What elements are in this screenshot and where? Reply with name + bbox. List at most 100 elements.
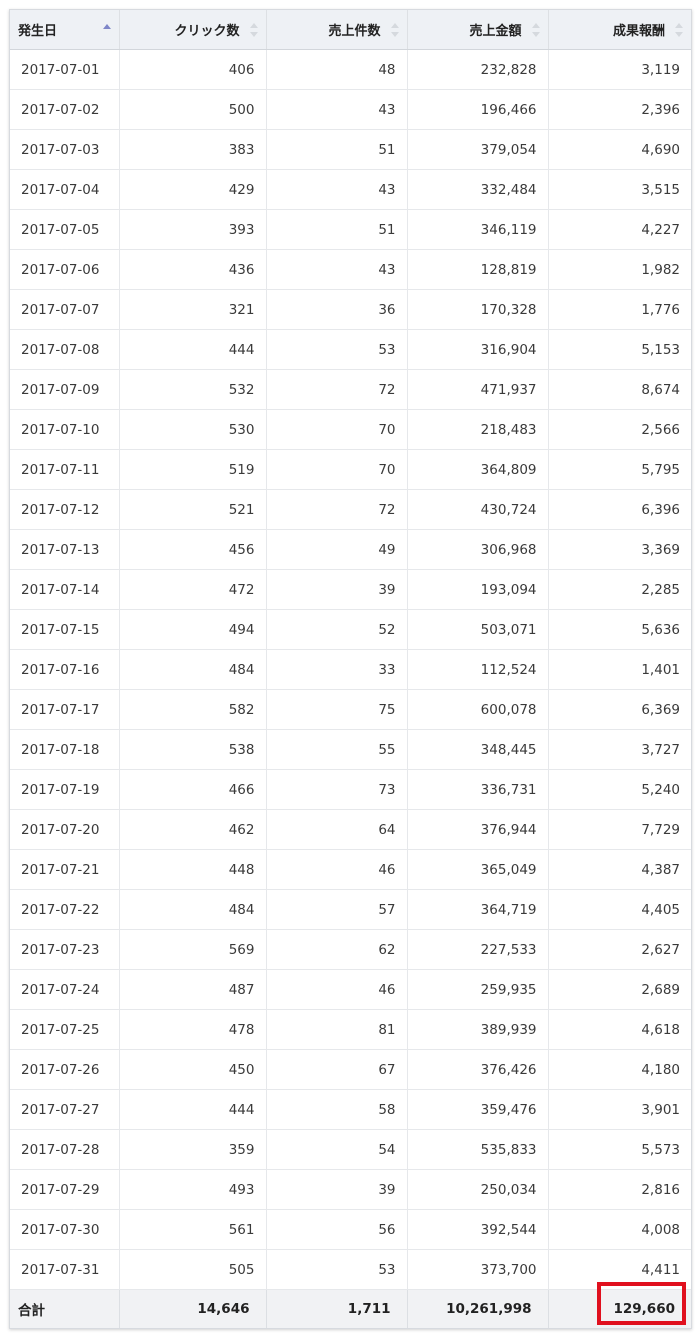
cell-date: 2017-07-26 xyxy=(10,1049,120,1090)
cell-clicks: 321 xyxy=(119,289,267,330)
table-row: 2017-07-30 561 56 392,544 4,008 xyxy=(10,1209,691,1250)
cell-clicks: 444 xyxy=(119,1089,267,1130)
cell-sales-amount: 128,819 xyxy=(407,249,549,290)
cell-date: 2017-07-17 xyxy=(10,689,120,730)
cell-sales-amount: 503,071 xyxy=(407,609,549,650)
cell-clicks: 456 xyxy=(119,529,267,570)
column-header-clicks[interactable]: クリック数 xyxy=(119,10,267,50)
cell-clicks: 493 xyxy=(119,1169,267,1210)
cell-clicks: 462 xyxy=(119,809,267,850)
cell-sales-count: 51 xyxy=(266,209,408,250)
cell-sales-amount: 600,078 xyxy=(407,689,549,730)
cell-reward: 3,727 xyxy=(548,729,691,770)
sort-icon xyxy=(249,22,258,37)
table-body: 2017-07-01 406 48 232,828 3,119 2017-07-02 500… xyxy=(10,49,691,1290)
cell-date: 2017-07-22 xyxy=(10,889,120,930)
column-header-label: クリック数 xyxy=(174,24,240,39)
cell-sales-amount: 364,809 xyxy=(407,449,549,490)
table-row: 2017-07-14 472 39 193,094 2,285 xyxy=(10,569,691,610)
cell-sales-count: 39 xyxy=(266,569,408,610)
cell-clicks: 383 xyxy=(119,129,267,170)
column-header-reward[interactable]: 成果報酬 xyxy=(548,10,691,50)
table-row: 2017-07-28 359 54 535,833 5,573 xyxy=(10,1129,691,1170)
cell-reward: 5,636 xyxy=(548,609,691,650)
cell-sales-count: 51 xyxy=(266,129,408,170)
header-row: 発生日 クリック数 売上件数 売上金額 成果報酬 xyxy=(10,10,691,50)
table-row: 2017-07-26 450 67 376,426 4,180 xyxy=(10,1049,691,1090)
cell-sales-amount: 232,828 xyxy=(407,49,549,90)
column-header-date[interactable]: 発生日 xyxy=(10,10,120,50)
cell-clicks: 466 xyxy=(119,769,267,810)
cell-sales-amount: 471,937 xyxy=(407,369,549,410)
table-row: 2017-07-07 321 36 170,328 1,776 xyxy=(10,289,691,330)
cell-sales-amount: 373,700 xyxy=(407,1249,549,1290)
sort-icon xyxy=(675,22,683,37)
cell-sales-amount: 316,904 xyxy=(407,329,549,370)
cell-date: 2017-07-30 xyxy=(10,1209,120,1250)
cell-reward: 7,729 xyxy=(548,809,691,850)
table-row: 2017-07-08 444 53 316,904 5,153 xyxy=(10,329,691,370)
table-row: 2017-07-16 484 33 112,524 1,401 xyxy=(10,649,691,690)
cell-sales-count: 53 xyxy=(266,329,408,370)
table-row: 2017-07-04 429 43 332,484 3,515 xyxy=(10,169,691,210)
cell-sales-amount: 259,935 xyxy=(407,969,549,1010)
cell-sales-count: 49 xyxy=(266,529,408,570)
cell-sales-count: 46 xyxy=(266,969,408,1010)
column-header-sales-amount[interactable]: 売上金額 xyxy=(407,10,549,50)
cell-sales-count: 64 xyxy=(266,809,408,850)
cell-sales-amount: 346,119 xyxy=(407,209,549,250)
cell-sales-count: 48 xyxy=(266,49,408,90)
cell-reward: 6,396 xyxy=(548,489,691,530)
table-row: 2017-07-11 519 70 364,809 5,795 xyxy=(10,449,691,490)
cell-sales-count: 55 xyxy=(266,729,408,770)
cell-reward: 5,240 xyxy=(548,769,691,810)
cell-date: 2017-07-29 xyxy=(10,1169,120,1210)
cell-date: 2017-07-06 xyxy=(10,249,120,290)
table-row: 2017-07-19 466 73 336,731 5,240 xyxy=(10,769,691,810)
table-row: 2017-07-17 582 75 600,078 6,369 xyxy=(10,689,691,730)
cell-sales-amount: 112,524 xyxy=(407,649,549,690)
cell-sales-amount: 227,533 xyxy=(407,929,549,970)
table-row: 2017-07-24 487 46 259,935 2,689 xyxy=(10,969,691,1010)
table-row: 2017-07-25 478 81 389,939 4,618 xyxy=(10,1009,691,1050)
cell-sales-count: 56 xyxy=(266,1209,408,1250)
cell-date: 2017-07-21 xyxy=(10,849,120,890)
cell-sales-count: 39 xyxy=(266,1169,408,1210)
table-row: 2017-07-12 521 72 430,724 6,396 xyxy=(10,489,691,530)
column-header-sales-count[interactable]: 売上件数 xyxy=(266,10,408,50)
cell-reward: 8,674 xyxy=(548,369,691,410)
table-row: 2017-07-06 436 43 128,819 1,982 xyxy=(10,249,691,290)
cell-reward: 3,515 xyxy=(548,169,691,210)
cell-reward: 2,396 xyxy=(548,89,691,130)
cell-sales-count: 58 xyxy=(266,1089,408,1130)
cell-sales-amount: 218,483 xyxy=(407,409,549,450)
cell-reward: 4,387 xyxy=(548,849,691,890)
cell-reward: 2,689 xyxy=(548,969,691,1010)
cell-date: 2017-07-18 xyxy=(10,729,120,770)
cell-date: 2017-07-14 xyxy=(10,569,120,610)
cell-date: 2017-07-09 xyxy=(10,369,120,410)
cell-reward: 4,405 xyxy=(548,889,691,930)
cell-sales-amount: 376,426 xyxy=(407,1049,549,1090)
cell-sales-amount: 193,094 xyxy=(407,569,549,610)
cell-reward: 1,982 xyxy=(548,249,691,290)
cell-date: 2017-07-15 xyxy=(10,609,120,650)
cell-reward: 3,901 xyxy=(548,1089,691,1130)
cell-sales-count: 54 xyxy=(266,1129,408,1170)
cell-reward: 4,008 xyxy=(548,1209,691,1250)
column-header-label: 成果報酬 xyxy=(612,24,665,39)
table-row: 2017-07-03 383 51 379,054 4,690 xyxy=(10,129,691,170)
cell-date: 2017-07-24 xyxy=(10,969,120,1010)
cell-clicks: 359 xyxy=(119,1129,267,1170)
cell-sales-count: 70 xyxy=(266,409,408,450)
cell-sales-count: 72 xyxy=(266,489,408,530)
cell-reward: 5,795 xyxy=(548,449,691,490)
table-row: 2017-07-09 532 72 471,937 8,674 xyxy=(10,369,691,410)
cell-sales-amount: 170,328 xyxy=(407,289,549,330)
cell-clicks: 561 xyxy=(119,1209,267,1250)
cell-clicks: 538 xyxy=(119,729,267,770)
cell-sales-count: 33 xyxy=(266,649,408,690)
cell-date: 2017-07-08 xyxy=(10,329,120,370)
cell-sales-amount: 196,466 xyxy=(407,89,549,130)
cell-clicks: 484 xyxy=(119,649,267,690)
